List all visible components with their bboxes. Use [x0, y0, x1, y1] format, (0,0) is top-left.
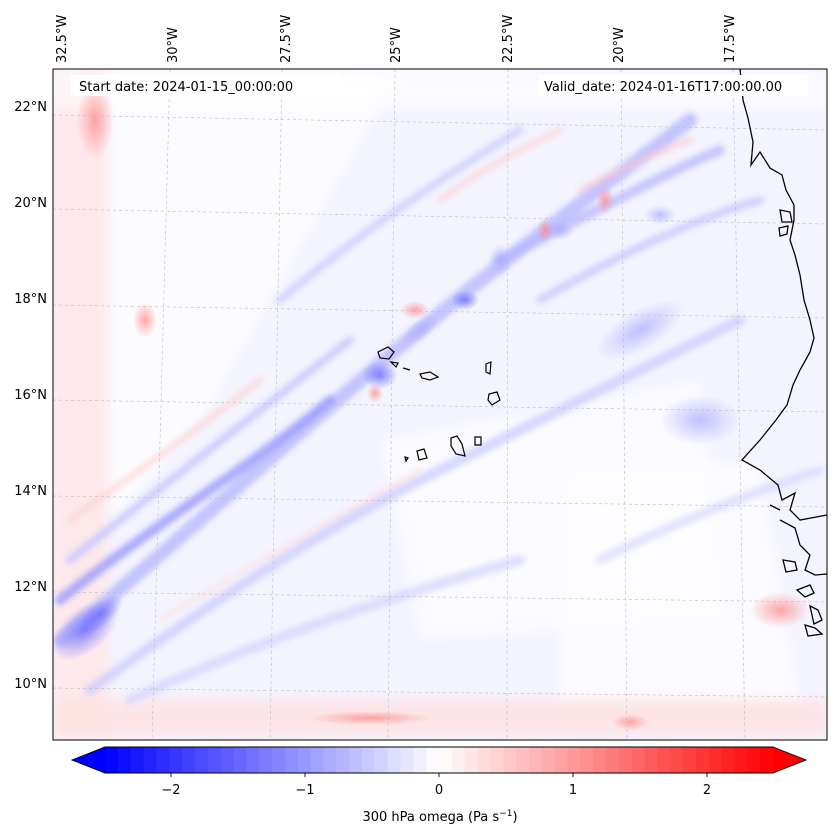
colorbar-bin: [246, 747, 260, 773]
colorbar-bin: [117, 747, 132, 773]
colorbar-bin: [490, 747, 504, 773]
map-frame: [52, 68, 828, 741]
valid-date-box: Valid_date: 2024-01-16T17:00:00.00: [538, 75, 808, 96]
colorbar-bin: [336, 747, 350, 773]
colorbar-label: 300 hPa omega (Pa s−1): [362, 809, 517, 825]
colorbar-bin: [207, 747, 222, 773]
omega-field: [53, 69, 827, 740]
colorbar-tick-label: 2: [703, 783, 711, 798]
colorbar-bin: [361, 747, 376, 773]
colorbar-bin: [516, 747, 530, 773]
colorbar-bin: [451, 747, 466, 773]
lat-label: 12°N: [14, 580, 47, 595]
colorbar-tick-label: 1: [569, 783, 577, 798]
colorbar-bin: [413, 747, 427, 773]
colorbar-bin: [130, 747, 145, 773]
colorbar-bin: [259, 747, 273, 773]
colorbar-bin: [182, 747, 196, 773]
colorbar-bin: [477, 747, 491, 773]
colorbar-bin: [143, 747, 157, 773]
lat-label: 16°N: [14, 388, 47, 403]
latitude-labels: 22°N 20°N 18°N 16°N 14°N 12°N 10°N: [14, 100, 47, 692]
lon-label: 27.5°W: [279, 15, 294, 63]
colorbar-bin: [297, 747, 312, 773]
colorbar-bin: [387, 747, 402, 773]
colorbar-bin: [503, 747, 517, 773]
lat-label: 22°N: [14, 100, 47, 115]
valid-date-label: Valid_date: 2024-01-16T17:00:00.00: [544, 80, 782, 95]
colorbar-bin: [580, 747, 594, 773]
colorbar-bin: [631, 747, 646, 773]
colorbar-bin: [541, 747, 556, 773]
lon-label: 20°W: [612, 27, 627, 63]
colorbar-bin: [105, 747, 119, 773]
longitude-labels: 32.5°W 30°W 27.5°W 25°W 22.5°W 20°W 17.5…: [55, 15, 738, 63]
colorbar-bin: [233, 747, 247, 773]
colorbar-tick-label: 0: [435, 783, 443, 798]
colorbar-bin: [618, 747, 633, 773]
colorbar-bin: [734, 747, 748, 773]
colorbar-bins: [72, 747, 806, 773]
colorbar: −2 −1 0 1 2 300 hPa omega (Pa s−1): [70, 746, 808, 825]
colorbar-bin: [284, 747, 299, 773]
colorbar-bin: [593, 747, 607, 773]
colorbar-bin: [426, 747, 440, 773]
colorbar-bin: [695, 747, 710, 773]
colorbar-bin: [567, 747, 581, 773]
colorbar-bin: [670, 747, 684, 773]
colorbar-tick-label: −2: [161, 783, 180, 798]
colorbar-bin: [156, 747, 170, 773]
lon-label: 17.5°W: [723, 15, 738, 63]
colorbar-bin: [349, 747, 363, 773]
colorbar-bin: [464, 747, 479, 773]
cape-verde-islands: [377, 346, 501, 463]
colorbar-bin: [657, 747, 671, 773]
graticule: [53, 69, 827, 740]
colorbar-bin: [683, 747, 697, 773]
colorbar-bin: [708, 747, 723, 773]
colorbar-bin: [220, 747, 235, 773]
colorbar-ticks: −2 −1 0 1 2: [161, 783, 711, 798]
colorbar-bin: [644, 747, 658, 773]
colorbar-bin: [374, 747, 389, 773]
colorbar-bin: [400, 747, 414, 773]
colorbar-label-close: ): [512, 810, 517, 825]
colorbar-extend-max: [773, 747, 806, 773]
colorbar-bin: [272, 747, 286, 773]
colorbar-bin: [747, 747, 761, 773]
colorbar-bin: [528, 747, 543, 773]
start-date-box: Start date: 2024-01-15_00:00:00: [71, 75, 341, 96]
lat-label: 18°N: [14, 292, 47, 307]
colorbar-bin: [169, 747, 183, 773]
colorbar-tick-label: −1: [295, 783, 314, 798]
lon-label: 25°W: [389, 27, 404, 63]
colorbar-label-sup: −1: [499, 809, 512, 819]
colorbar-bin: [721, 747, 736, 773]
start-date-label: Start date: 2024-01-15_00:00:00: [79, 80, 293, 95]
colorbar-bin: [310, 747, 324, 773]
colorbar-bin: [606, 747, 620, 773]
lon-label: 32.5°W: [55, 15, 70, 63]
africa-coastline: [739, 69, 827, 637]
colorbar-outline: [70, 746, 808, 774]
lat-label: 14°N: [14, 484, 47, 499]
lat-label: 20°N: [14, 196, 47, 211]
colorbar-bin: [760, 747, 774, 773]
colorbar-bin: [439, 747, 453, 773]
lon-label: 30°W: [166, 27, 181, 63]
colorbar-bin: [554, 747, 569, 773]
colorbar-bin: [323, 747, 337, 773]
lat-label: 10°N: [14, 677, 47, 692]
colorbar-label-main: 300 hPa omega (Pa s: [362, 810, 499, 825]
colorbar-extend-min: [72, 747, 105, 773]
lon-label: 22.5°W: [501, 15, 516, 63]
colorbar-bin: [194, 747, 209, 773]
